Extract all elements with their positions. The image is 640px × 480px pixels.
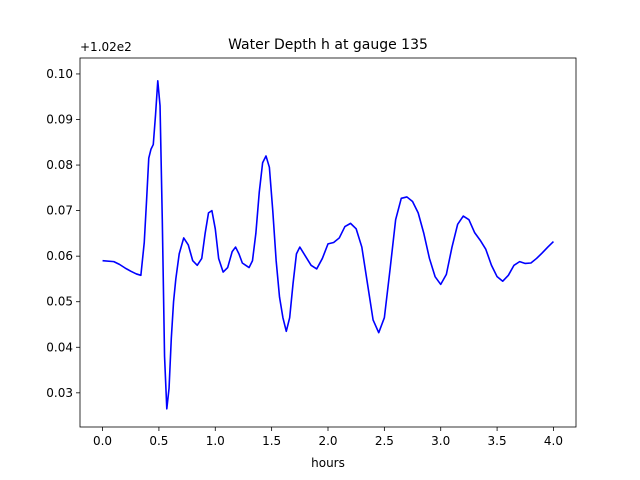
y-tick-label: 0.08 <box>46 158 73 172</box>
y-tick-label: 0.07 <box>46 204 73 218</box>
x-axis-label: hours <box>311 456 345 470</box>
x-tick-label: 0.0 <box>93 434 112 448</box>
y-tick-label: 0.06 <box>46 249 73 263</box>
x-tick-label: 3.5 <box>488 434 507 448</box>
y-offset-label: +1.02e2 <box>80 40 132 54</box>
plot-area: 0.0 0.5 1.0 1.5 2.0 2.5 3.0 3.5 4.0 0.03 0.04 0.05 0… <box>46 57 577 448</box>
x-tick-label: 4.0 <box>544 434 563 448</box>
y-tick-label: 0.03 <box>46 386 73 400</box>
y-tick-label: 0.04 <box>46 340 73 354</box>
x-tick-label: 2.5 <box>375 434 394 448</box>
x-tick-label: 3.0 <box>431 434 450 448</box>
y-tick-label: 0.10 <box>46 67 73 81</box>
y-tick-label: 0.09 <box>46 113 73 127</box>
chart-title: Water Depth h at gauge 135 <box>228 37 428 53</box>
x-tick-label: 0.5 <box>149 434 168 448</box>
x-tick-label: 1.5 <box>262 434 281 448</box>
series-line <box>102 79 555 410</box>
plot-frame <box>79 57 577 428</box>
y-tick-label: 0.05 <box>46 295 73 309</box>
x-tick-label: 1.0 <box>206 434 225 448</box>
x-tick-label: 2.0 <box>318 434 337 448</box>
